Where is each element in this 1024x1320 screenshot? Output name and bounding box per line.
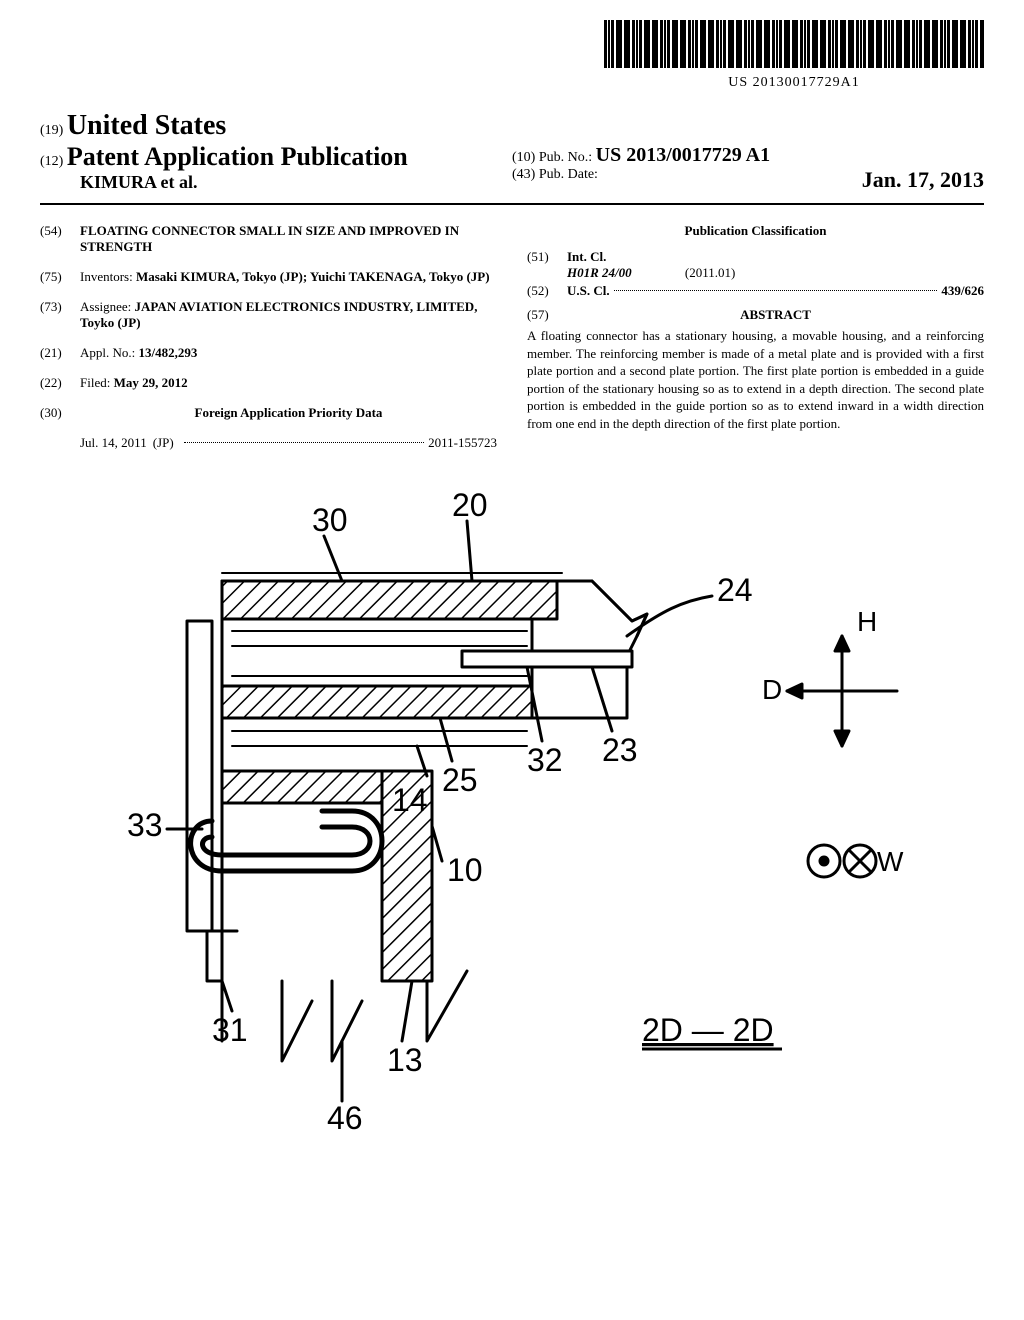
pub-type: Patent Application Publication	[67, 142, 408, 171]
inventors-code: (75)	[40, 269, 80, 285]
figure: 30 20 24 33 25 14 32 23 10 31 13 46 H D …	[40, 481, 984, 1131]
pub-code: (12)	[40, 154, 63, 169]
filed-field: (22) Filed: May 29, 2012	[40, 375, 497, 391]
fig-label-46: 46	[327, 1100, 363, 1131]
applno-code: (21)	[40, 345, 80, 361]
barcode-region: US 20130017729A1	[604, 20, 984, 91]
assignee-code: (73)	[40, 299, 80, 331]
axis-d: D	[762, 674, 782, 705]
inventors-field: (75) Inventors: Masaki KIMURA, Tokyo (JP…	[40, 269, 497, 285]
intcl-code: (51)	[527, 249, 567, 281]
assignee-label: Assignee:	[80, 299, 131, 314]
title-field: (54) FLOATING CONNECTOR SMALL IN SIZE AN…	[40, 223, 497, 255]
pubno-value: US 2013/0017729 A1	[596, 144, 770, 166]
title-text: FLOATING CONNECTOR SMALL IN SIZE AND IMP…	[80, 223, 497, 255]
uscl-field: (52) U.S. Cl. 439/626	[527, 283, 984, 299]
intcl-field: (51) Int. Cl. H01R 24/00 (2011.01)	[527, 249, 984, 281]
title-code: (54)	[40, 223, 80, 255]
abstract-heading-field: (57) ABSTRACT	[527, 307, 984, 323]
fig-label-31: 31	[212, 1012, 248, 1048]
filed-label: Filed:	[80, 375, 110, 390]
applno-field: (21) Appl. No.: 13/482,293	[40, 345, 497, 361]
priority-date: Jul. 14, 2011	[80, 435, 147, 451]
assignee-name: JAPAN AVIATION ELECTRONICS INDUSTRY, LIM…	[80, 299, 477, 330]
country-line: (19) United States	[40, 110, 984, 142]
intcl-value: H01R 24/00	[567, 265, 632, 280]
axis-w: W	[877, 846, 904, 877]
header: (19) United States (12) Patent Applicati…	[40, 110, 984, 193]
priority-heading: Foreign Application Priority Data	[80, 405, 497, 421]
abstract-code: (57)	[527, 307, 567, 323]
fig-label-20: 20	[452, 487, 488, 523]
filed-value: May 29, 2012	[114, 375, 188, 390]
assignee-field: (73) Assignee: JAPAN AVIATION ELECTRONIC…	[40, 299, 497, 331]
applno-value: 13/482,293	[139, 345, 198, 360]
axis-h: H	[857, 606, 877, 637]
pubdate-code: (43)	[512, 167, 535, 182]
priority-code: (30)	[40, 405, 80, 421]
intcl-date: (2011.01)	[685, 265, 735, 280]
intcl-label: Int. Cl.	[567, 249, 984, 265]
fig-label-33: 33	[127, 807, 163, 843]
fig-label-24: 24	[717, 572, 753, 608]
priority-cc: (JP)	[153, 435, 174, 451]
pubdate-line: (43) Pub. Date: Jan. 17, 2013	[512, 167, 984, 193]
fig-label-10: 10	[447, 852, 483, 888]
uscl-code: (52)	[527, 283, 567, 299]
uscl-value: 439/626	[941, 283, 984, 299]
abstract-text: A floating connector has a stationary ho…	[527, 327, 984, 432]
priority-dots	[184, 442, 424, 443]
filed-code: (22)	[40, 375, 80, 391]
left-column: (54) FLOATING CONNECTOR SMALL IN SIZE AN…	[40, 223, 497, 451]
pubdate-label: Pub. Date:	[539, 167, 598, 182]
fig-label-25: 25	[442, 762, 478, 798]
abstract-heading: ABSTRACT	[567, 307, 984, 323]
right-column: Publication Classification (51) Int. Cl.…	[527, 223, 984, 451]
uscl-dots	[614, 290, 938, 291]
fig-label-13: 13	[387, 1042, 423, 1078]
priority-heading-field: (30) Foreign Application Priority Data	[40, 405, 497, 421]
barcode-text: US 20130017729A1	[604, 75, 984, 91]
classification-heading: Publication Classification	[527, 223, 984, 239]
applno-label: Appl. No.:	[80, 345, 135, 360]
figure-svg: 30 20 24 33 25 14 32 23 10 31 13 46 H D …	[72, 481, 952, 1131]
country-name: United States	[67, 110, 226, 141]
authors-line: KIMURA et al.	[40, 172, 512, 193]
barcode-graphic	[604, 20, 984, 68]
inventors-names: Masaki KIMURA, Tokyo (JP); Yuichi TAKENA…	[136, 269, 490, 284]
pub-type-line: (12) Patent Application Publication	[40, 142, 512, 172]
pubno-code: (10)	[512, 150, 535, 165]
inventors-label: Inventors:	[80, 269, 133, 284]
pubdate-value: Jan. 17, 2013	[862, 167, 984, 193]
pubno-line: (10) Pub. No.: US 2013/0017729 A1	[512, 144, 984, 167]
header-rule	[40, 203, 984, 205]
priority-num: 2011-155723	[428, 435, 497, 451]
pubno-label: Pub. No.:	[539, 150, 592, 165]
fig-label-23: 23	[602, 732, 638, 768]
section-label: 2D — 2D	[642, 1012, 774, 1048]
bibliographic-columns: (54) FLOATING CONNECTOR SMALL IN SIZE AN…	[40, 223, 984, 451]
uscl-label: U.S. Cl.	[567, 283, 610, 299]
fig-label-32: 32	[527, 742, 563, 778]
fig-label-30: 30	[312, 502, 348, 538]
fig-label-14: 14	[392, 782, 428, 818]
priority-data-row: Jul. 14, 2011 (JP) 2011-155723	[80, 435, 497, 451]
country-code: (19)	[40, 123, 63, 138]
